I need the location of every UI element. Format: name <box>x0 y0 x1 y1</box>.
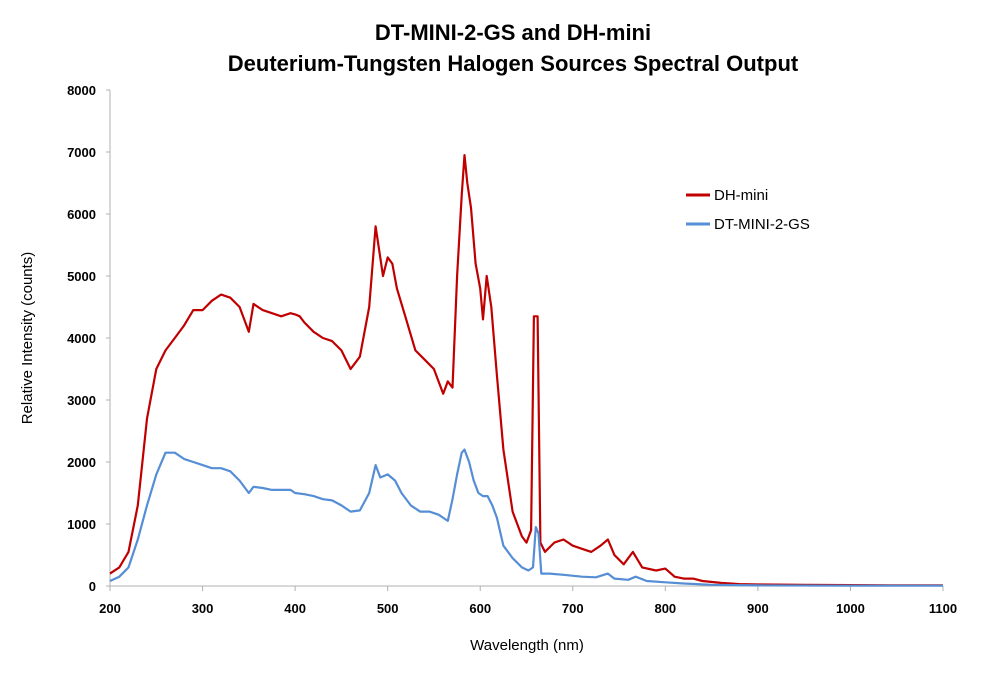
legend-label-dt-mini-2-gs: DT-MINI-2-GS <box>714 216 810 233</box>
x-tick-label: 300 <box>192 601 214 616</box>
series-line-dh-mini <box>109 154 943 587</box>
y-tick-label: 0 <box>89 579 96 594</box>
x-tick-label: 400 <box>284 601 306 616</box>
y-tick-label: 4000 <box>67 331 96 346</box>
y-tick-label: 5000 <box>67 269 96 284</box>
x-tick-label: 200 <box>99 601 121 616</box>
series-line-dt-mini-2-gs <box>109 448 943 587</box>
x-tick-label: 500 <box>377 601 399 616</box>
x-tick-label: 1100 <box>929 601 957 616</box>
y-tick-label: 2000 <box>67 455 96 470</box>
x-axis-title: Wavelength (nm) <box>470 637 584 654</box>
x-tick-label: 900 <box>747 601 769 616</box>
x-tick-label: 600 <box>469 601 491 616</box>
y-tick-label: 3000 <box>67 393 96 408</box>
y-axis-title: Relative Intensity (counts) <box>19 252 36 425</box>
x-tick-label: 800 <box>654 601 676 616</box>
y-tick-label: 7000 <box>67 145 96 160</box>
legend: DH-mini DT-MINI-2-GS <box>686 187 810 233</box>
x-tick-label: 1000 <box>836 601 865 616</box>
legend-label-dh-mini: DH-mini <box>714 187 768 204</box>
y-tick-label: 6000 <box>67 207 96 222</box>
y-tick-label: 8000 <box>67 83 96 98</box>
y-tick-label: 1000 <box>67 517 96 532</box>
chart-title-line-1: DT-MINI-2-GS and DH-mini <box>375 20 651 45</box>
x-tick-label: 700 <box>562 601 584 616</box>
chart-title-line-2: Deuterium-Tungsten Halogen Sources Spect… <box>228 51 799 76</box>
